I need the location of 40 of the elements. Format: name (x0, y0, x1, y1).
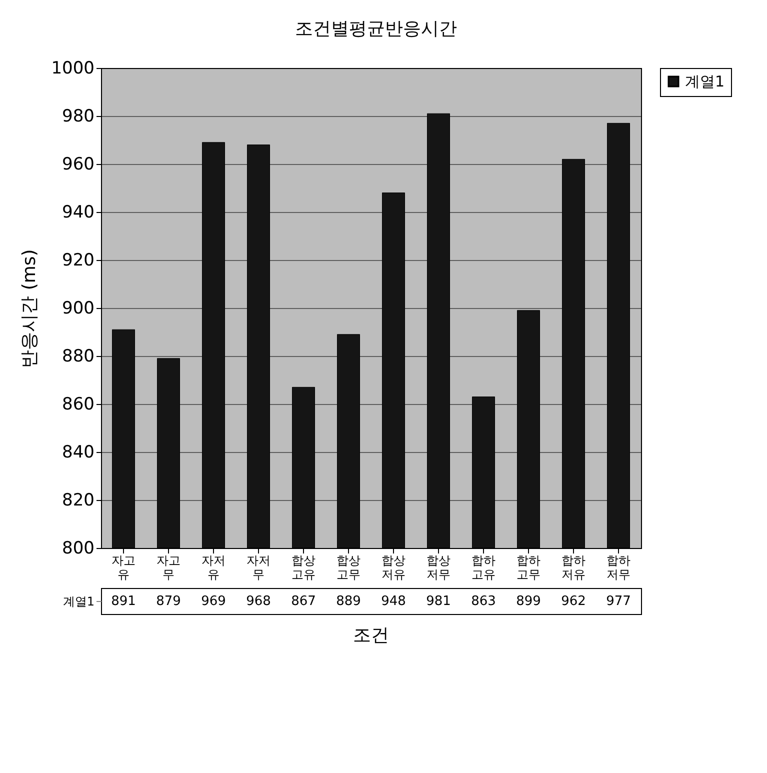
data-label: 969 (201, 594, 226, 609)
x-tick-label: 자고무 (156, 554, 180, 582)
y-tick-label: 860 (62, 394, 94, 414)
y-tick-label: 840 (62, 442, 94, 462)
chart-title: 조건별평균반응시간 (294, 18, 457, 40)
data-label: 879 (156, 594, 181, 609)
data-label: 981 (426, 594, 451, 609)
x-tick-label: 합상저유 (382, 554, 406, 582)
data-label: 962 (561, 594, 586, 609)
x-tick-label: 자저무 (246, 554, 270, 582)
x-tick-label: 합상고무 (336, 554, 360, 582)
x-axis-title: 조건 (353, 625, 389, 646)
y-axis-title: 반응시간 (ms) (19, 249, 40, 368)
y-tick-label: 800 (62, 538, 94, 558)
y-tick-label: 900 (62, 298, 94, 318)
text: 계열1 (62, 594, 94, 608)
y-tick-label: 920 (62, 250, 94, 270)
x-tick-label: 합상저무 (426, 554, 450, 582)
data-label: 968 (246, 594, 271, 609)
data-label: 867 (291, 594, 316, 609)
x-tick-label: 합하고유 (472, 554, 496, 582)
y-tick-label: 820 (62, 490, 94, 510)
y-tick-label: 1000 (51, 58, 94, 78)
data-label: 977 (606, 594, 631, 609)
x-tick-label: 자고유 (112, 554, 136, 582)
y-tick-label: 960 (62, 154, 94, 174)
y-tick-label: 940 (62, 202, 94, 222)
x-tick-label: 합하저무 (606, 554, 630, 582)
data-label: 891 (111, 594, 136, 609)
data-label: 863 (471, 594, 496, 609)
x-tick-label: 합상고유 (292, 554, 316, 582)
y-tick-label: 980 (62, 106, 94, 126)
x-tick-label: 자저유 (202, 554, 226, 582)
x-tick-label: 합하저유 (562, 554, 586, 582)
x-tick-label: 합하고무 (516, 554, 540, 582)
y-tick-label: 880 (62, 346, 94, 366)
data-label: 889 (336, 594, 361, 609)
data-label: 948 (381, 594, 406, 609)
data-label: 899 (516, 594, 541, 609)
legend-label: 계열1 (685, 72, 725, 90)
